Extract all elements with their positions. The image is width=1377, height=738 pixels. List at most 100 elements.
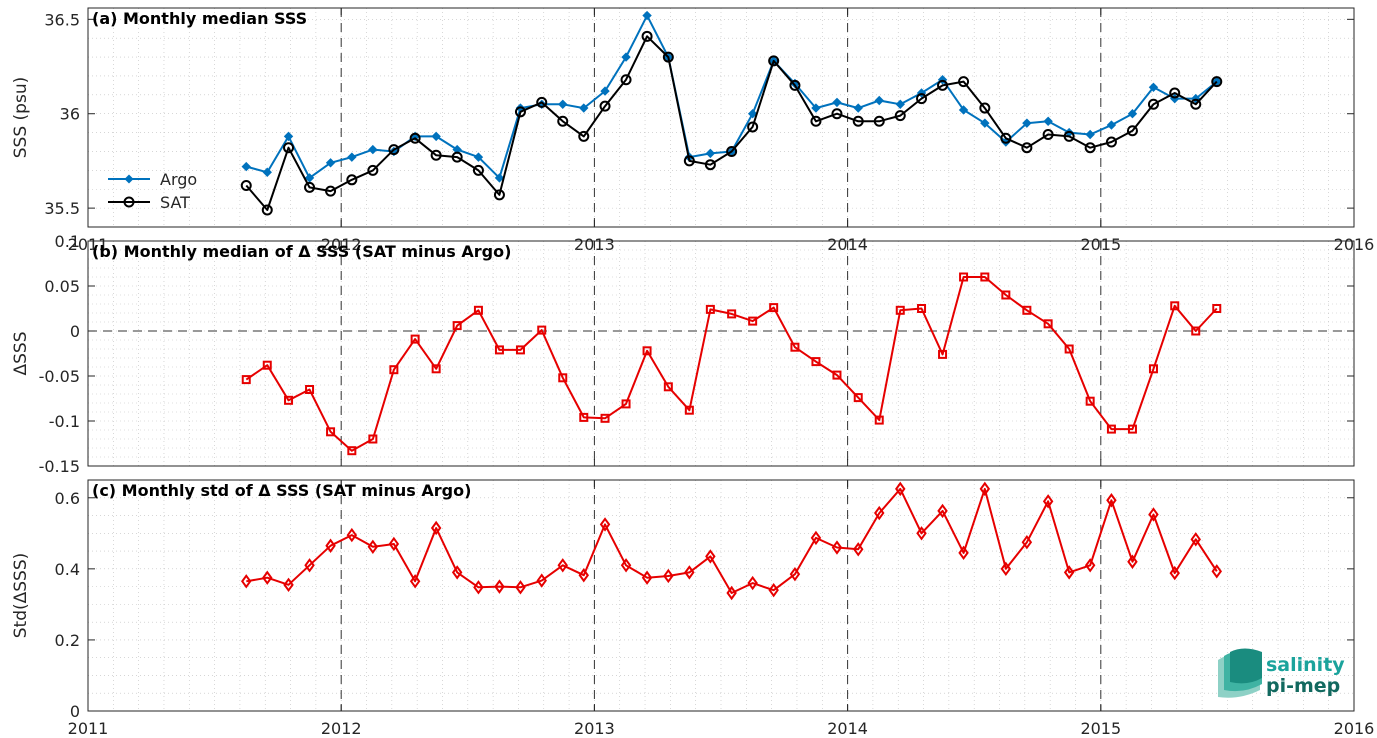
data-point: [705, 148, 716, 159]
data-point: [938, 349, 948, 359]
data-point: [283, 142, 295, 154]
ytick-label: 35.5: [44, 199, 80, 218]
data-point: [959, 272, 969, 282]
data-point: [1127, 109, 1138, 119]
data-point: [663, 382, 673, 392]
ytick-label: -0.15: [39, 457, 80, 476]
ytick-label: 0.1: [55, 232, 80, 251]
panel-c-frame: [87, 479, 1355, 712]
data-point: [1211, 76, 1223, 88]
data-point: [1106, 120, 1117, 130]
data-point: [579, 103, 589, 113]
data-point: [600, 413, 610, 423]
data-point: [368, 144, 378, 155]
data-point: [388, 144, 400, 156]
data-point: [1021, 142, 1033, 154]
salinity-pi-mep-logo: salinity pi-mep: [1218, 648, 1345, 698]
data-point: [810, 115, 822, 127]
data-point: [747, 121, 759, 133]
data-point: [1021, 534, 1033, 550]
data-point: [579, 412, 589, 422]
data-point: [1085, 396, 1095, 406]
salinity-waves-icon: [1218, 648, 1262, 698]
data-point: [262, 360, 272, 370]
data-point: [599, 100, 611, 112]
data-point: [451, 151, 463, 163]
data-point: [262, 570, 273, 585]
data-point: [727, 309, 737, 319]
legend-sat-label: SAT: [160, 193, 190, 212]
data-point: [367, 539, 379, 555]
logo-line2: pi-mep: [1266, 675, 1340, 697]
data-point: [621, 52, 631, 62]
data-point: [1212, 304, 1222, 313]
data-point: [346, 174, 358, 186]
data-point: [874, 415, 884, 425]
data-point: [1000, 561, 1012, 577]
data-point: [917, 304, 927, 313]
data-point: [937, 79, 949, 91]
data-point: [684, 565, 695, 580]
data-point: [431, 131, 441, 142]
data-point: [789, 566, 801, 582]
data-point: [1042, 494, 1054, 509]
data-point: [895, 305, 905, 315]
data-point: [937, 75, 948, 85]
data-point: [895, 481, 906, 497]
data-point: [831, 540, 843, 555]
data-point: [431, 364, 441, 374]
data-point: [430, 520, 442, 536]
ytick-label: 0: [70, 702, 80, 721]
data-point: [346, 527, 358, 543]
data-point: [958, 545, 969, 561]
data-point: [874, 505, 885, 521]
data-point: [494, 579, 505, 594]
ytick-label: -0.1: [49, 412, 80, 431]
data-point: [810, 530, 822, 546]
data-point: [874, 95, 884, 106]
data-point: [325, 158, 336, 168]
panel-a-ylabel: SSS (psu): [11, 77, 31, 158]
data-point: [1148, 82, 1159, 93]
data-point: [241, 161, 251, 172]
xtick-label: 2011: [68, 719, 109, 738]
data-point: [1169, 565, 1180, 581]
data-point: [493, 189, 505, 201]
data-point: [262, 167, 272, 177]
data-point: [389, 365, 399, 375]
data-point: [980, 118, 990, 128]
data-point: [514, 106, 526, 118]
data-point: [347, 446, 357, 456]
data-point: [621, 399, 631, 409]
data-point: [578, 568, 590, 583]
data-point: [558, 373, 568, 383]
series-line-sat: [245, 35, 1218, 211]
data-point: [790, 342, 800, 352]
data-point: [663, 568, 674, 584]
data-point: [705, 549, 716, 564]
data-point: [1084, 142, 1096, 154]
data-point: [1127, 554, 1138, 569]
data-point: [811, 357, 821, 367]
ytick-label: 0: [70, 322, 80, 341]
ytick-label: 0.6: [55, 489, 80, 508]
data-point: [410, 334, 420, 344]
data-point: [768, 55, 780, 67]
data-point: [832, 97, 842, 108]
data-point: [853, 393, 863, 403]
data-point: [304, 181, 316, 193]
data-point: [1190, 532, 1201, 547]
data-point: [894, 110, 906, 122]
data-point: [473, 305, 483, 315]
data-point: [600, 86, 610, 96]
data-point: [284, 395, 294, 405]
data-point: [1022, 118, 1032, 128]
data-point: [811, 103, 821, 113]
data-point: [261, 204, 273, 216]
data-point: [642, 10, 652, 21]
panel-c-year-lines: [340, 480, 1102, 711]
data-point: [557, 558, 568, 573]
legend: Argo SAT: [108, 170, 197, 212]
data-point: [368, 434, 378, 444]
